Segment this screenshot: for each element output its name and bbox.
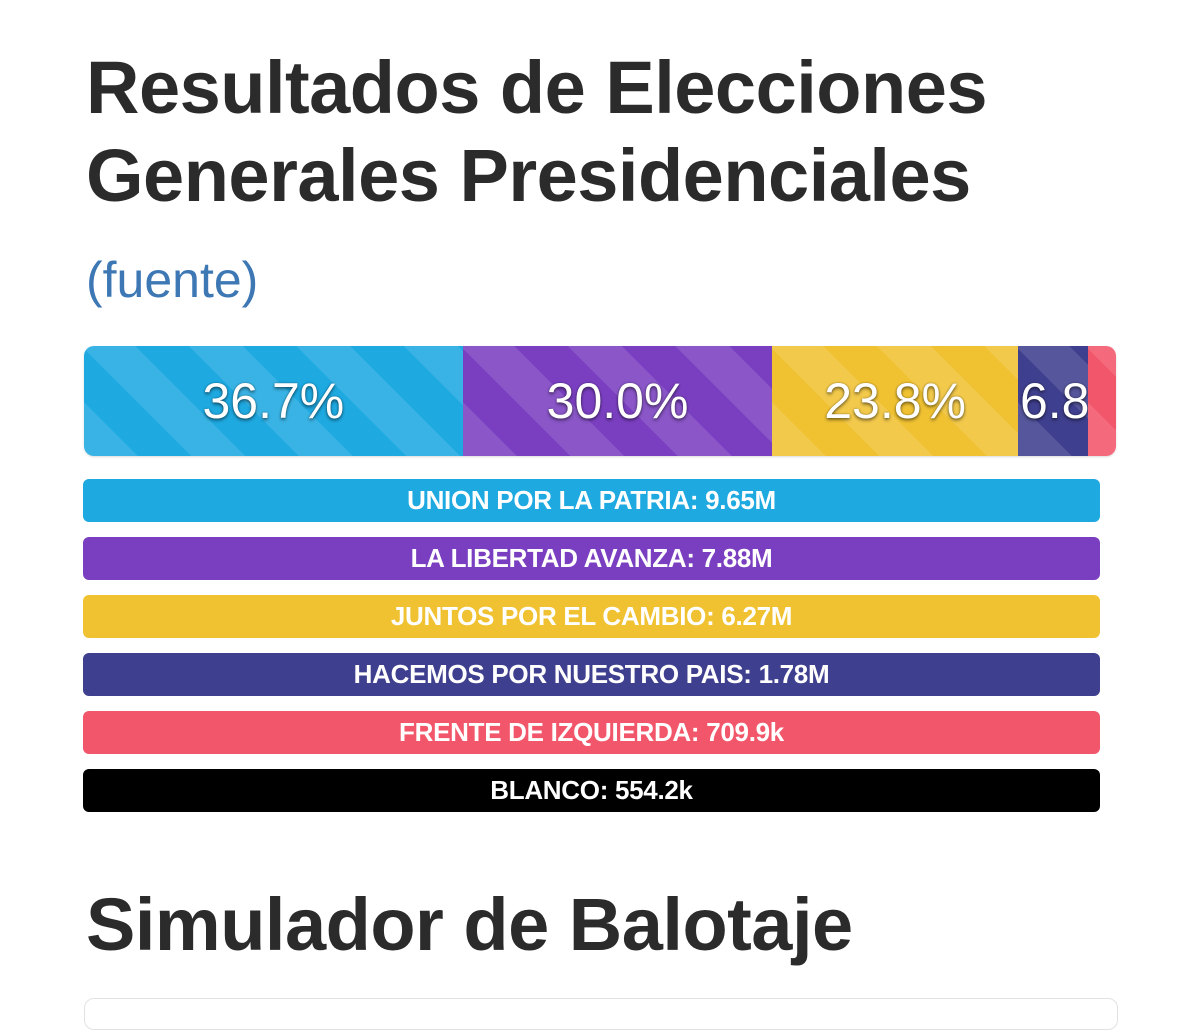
simulator-card bbox=[84, 998, 1118, 1030]
bar-segment bbox=[1088, 346, 1116, 456]
bar-segment: 30.0% bbox=[462, 346, 773, 456]
legend-item[interactable]: BLANCO: 554.2k bbox=[83, 769, 1100, 812]
bar-segment-percent: 23.8% bbox=[824, 373, 967, 429]
bar-segment: 23.8% bbox=[772, 346, 1018, 456]
legend-party-name: LA LIBERTAD AVANZA bbox=[410, 543, 687, 573]
bar-segment-percent: 6.8 bbox=[1019, 373, 1089, 429]
legend-vote-count: 6.27M bbox=[721, 601, 793, 631]
bar-segment-percent: 36.7% bbox=[202, 373, 345, 429]
legend-party-name: FRENTE DE IZQUIERDA bbox=[399, 717, 691, 747]
legend-party-name: UNION POR LA PATRIA bbox=[407, 485, 690, 515]
legend-item[interactable]: HACEMOS POR NUESTRO PAIS: 1.78M bbox=[83, 653, 1100, 696]
source-link[interactable]: (fuente) bbox=[86, 252, 259, 308]
legend-item[interactable]: UNION POR LA PATRIA: 9.65M bbox=[83, 479, 1100, 522]
legend-party-name: BLANCO bbox=[490, 775, 600, 805]
legend-vote-count: 1.78M bbox=[758, 659, 830, 689]
page-title-line-1: Resultados de Elecciones bbox=[86, 46, 988, 129]
bar-segment-percent: 30.0% bbox=[546, 373, 689, 429]
results-stacked-bar: 36.7% 30.0% 23.8% 6.8 bbox=[84, 346, 1116, 456]
legend-vote-count: 9.65M bbox=[705, 485, 776, 515]
bar-segment: 6.8 bbox=[1017, 346, 1089, 456]
legend-vote-count: 554.2k bbox=[614, 775, 693, 805]
legend-item[interactable]: JUNTOS POR EL CAMBIO: 6.27M bbox=[83, 595, 1100, 638]
section-title-balotaje: Simulador de Balotaje bbox=[86, 883, 853, 966]
bar-segment: 36.7% bbox=[84, 346, 463, 456]
legend-vote-count: 709.9k bbox=[706, 717, 784, 747]
results-legend: UNION POR LA PATRIA: 9.65M LA LIBERTAD AV… bbox=[83, 479, 1100, 827]
legend-item[interactable]: FRENTE DE IZQUIERDA: 709.9k bbox=[83, 711, 1100, 754]
page-title-line-2: Generales Presidenciales bbox=[86, 134, 971, 217]
legend-party-name: HACEMOS POR NUESTRO PAIS bbox=[353, 659, 744, 689]
legend-item[interactable]: LA LIBERTAD AVANZA: 7.88M bbox=[83, 537, 1100, 580]
legend-vote-count: 7.88M bbox=[701, 543, 773, 573]
legend-party-name: JUNTOS POR EL CAMBIO bbox=[390, 601, 707, 631]
page-title: Resultados de Elecciones Generales Presi… bbox=[86, 44, 1146, 220]
